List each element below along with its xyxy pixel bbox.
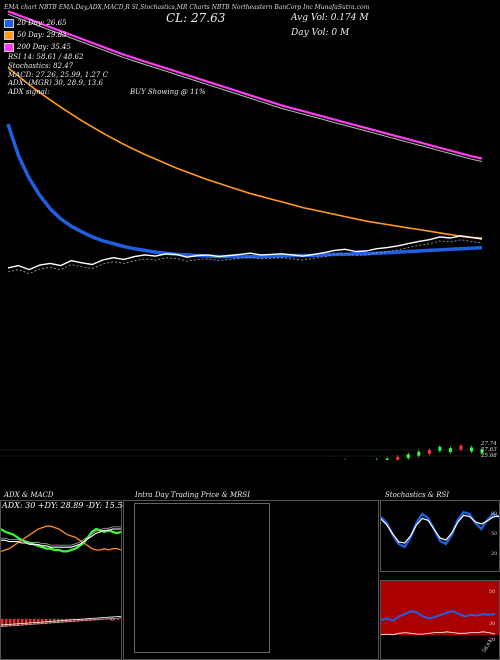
price-axis-label: 27.74 xyxy=(480,441,497,447)
panel-intraday-title: Intra Day Trading Price & MRSI xyxy=(135,491,250,499)
price-axis-label: 27.63 xyxy=(480,447,497,453)
rsi-scale-label: 20 xyxy=(489,637,495,643)
series-line-200-day xyxy=(7,10,483,160)
panel-stoch-title: Stochastics & RSI xyxy=(385,491,450,499)
adx-plus-di-line xyxy=(1,527,121,553)
macd-histogram-bar xyxy=(37,619,40,625)
stochastic-scale-label: 50 xyxy=(491,531,497,537)
macd-histogram-bar xyxy=(69,619,72,623)
avg-vol-label: Avg Vol: 0.174 M xyxy=(291,13,369,23)
macd-histogram-bar xyxy=(25,619,28,626)
adx-line-shadow xyxy=(1,526,121,546)
top-strip: EMA chart NBTB EMA,Day,ADX,MACD,R SI,Sto… xyxy=(4,4,370,11)
macd-line xyxy=(1,615,121,626)
legend-item-200day: 200 Day: 35.45 xyxy=(4,41,71,53)
rsi-scale-label: 50 xyxy=(489,589,495,595)
macd-histogram-bar xyxy=(5,619,8,627)
candle-body xyxy=(396,456,400,460)
cl-label: CL: 27.63 xyxy=(166,11,226,25)
candle-body xyxy=(448,448,452,453)
series-line-20-day xyxy=(6,123,483,259)
legend-swatch-20day xyxy=(4,18,14,28)
macd-histogram-bar xyxy=(109,619,112,620)
stochastic-d-line xyxy=(381,514,499,544)
candle-body xyxy=(469,447,473,452)
adx-macd-svg: 0 xyxy=(1,525,121,627)
rsi-secondary-line xyxy=(381,631,496,636)
intraday-box xyxy=(134,503,270,653)
macd-histogram-bar xyxy=(77,619,80,622)
adx-line xyxy=(1,528,121,548)
indicator-block: RSI 14: 58.61 / 48.62 Stochastics: 82.47… xyxy=(8,53,108,80)
macd-histogram-bar xyxy=(81,619,84,622)
stochastics-text: Stochastics: 82.47 xyxy=(8,62,74,70)
candle-body xyxy=(417,451,421,456)
panel-stochastics: 80 50 20 xyxy=(380,500,500,572)
macd-text: MACD: 27.26, 25.99, 1.27 C xyxy=(8,71,108,79)
series-line-50-day xyxy=(7,67,483,239)
adx-signal-text: ADX signal: xyxy=(8,88,50,96)
day-vol-label: Day Vol: 0 M xyxy=(291,28,350,38)
panel-intraday xyxy=(123,500,379,660)
macd-histogram-bar xyxy=(1,619,4,627)
macd-histogram-bar xyxy=(105,619,108,620)
candle-body xyxy=(427,449,431,454)
legend-item-20day: 20 Day: 26.65 xyxy=(4,17,71,29)
legend-item-50day: 50 Day: 29.83 xyxy=(4,29,71,41)
macd-signal-line xyxy=(1,617,121,627)
adx-text: ADX: (MGR) 30, 28.9, 13.6 xyxy=(8,79,103,87)
ma-legend: 20 Day: 26.65 50 Day: 29.83 200 Day: 35.… xyxy=(4,17,71,53)
panel-adx-title: ADX & MACD xyxy=(4,491,54,499)
rsi-text: RSI 14: 58.61 / 48.62 xyxy=(8,53,84,61)
stochastic-k-line xyxy=(381,510,499,549)
macd-histogram-bar xyxy=(73,619,76,622)
legend-swatch-50day xyxy=(4,30,14,40)
macd-histogram-bar xyxy=(29,619,32,626)
rsi-overbought-zone xyxy=(381,581,499,635)
macd-histogram-bar xyxy=(13,619,16,627)
rsi-value-label: 58.61 xyxy=(482,639,494,654)
macd-histogram-bar xyxy=(113,619,116,620)
legend-label-200day: 200 Day: 35.45 xyxy=(17,43,71,51)
stochastics-svg: 80 50 20 xyxy=(381,510,499,557)
macd-histogram-bar xyxy=(33,619,36,625)
macd-histogram-bar xyxy=(65,619,68,623)
adx-scale-label: 0 xyxy=(111,617,114,623)
macd-histogram-bar xyxy=(117,619,120,620)
macd-histogram-bar xyxy=(41,619,44,625)
stochastic-scale-label: 20 xyxy=(491,551,497,557)
candle-body xyxy=(480,449,484,454)
candle-body xyxy=(459,445,463,450)
series-line-200day-shadow xyxy=(7,13,483,162)
series-line-price xyxy=(7,235,483,271)
panel-adx-values: ADX: 30 +DY: 28.89 -DY: 15.56 xyxy=(2,501,128,510)
candle-body xyxy=(438,446,442,451)
rsi-line xyxy=(381,610,496,622)
rsi-scale-label: 30 xyxy=(489,621,495,627)
candle-body xyxy=(385,458,389,460)
candle-body xyxy=(406,454,410,459)
macd-histogram-bar xyxy=(21,619,24,626)
legend-swatch-200day xyxy=(4,42,14,52)
macd-histogram-bar xyxy=(9,619,12,627)
macd-histogram-bar xyxy=(17,619,20,626)
legend-label-20day: 20 Day: 26.65 xyxy=(17,19,67,27)
legend-label-50day: 50 Day: 29.83 xyxy=(17,31,67,39)
panel-rsi: 50 30 20 58.61 xyxy=(380,580,500,660)
panel-adx-macd: 0 xyxy=(0,500,122,660)
stochastic-scale-label: 80 xyxy=(491,511,497,517)
buy-showing-text: BUY Showing @ 11% xyxy=(130,88,206,96)
price-axis-label: 25.68 xyxy=(480,453,497,459)
